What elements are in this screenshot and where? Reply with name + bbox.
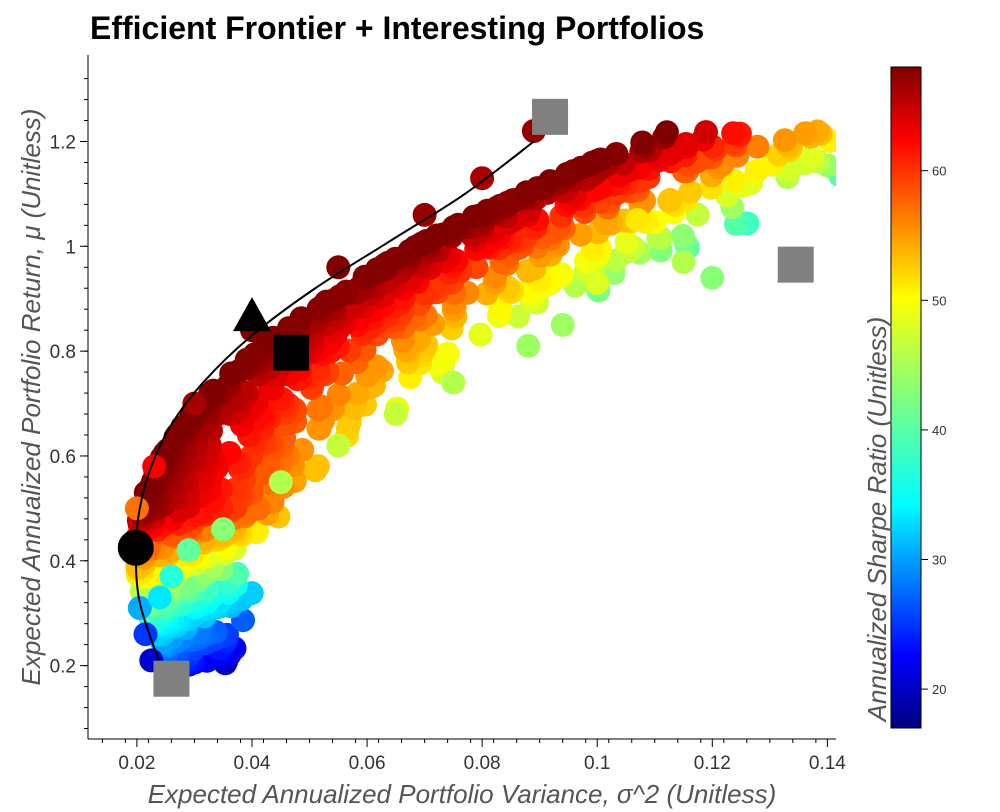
portfolio-point [461,204,486,229]
y-tick-label: 0.2 [50,657,76,678]
portfolio-point [630,130,655,155]
colorbar-gradient [890,66,922,729]
x-tick-label: 0.08 [464,753,501,774]
portfolio-point [383,402,408,426]
portfolio-point [435,341,460,366]
portfolio-point [674,132,698,156]
portfolio-point [516,333,541,358]
portfolio-point [147,585,172,610]
y-tick-label: 0.4 [50,552,77,573]
y-tick-label: 0.6 [50,447,76,468]
y-axis-title: Expected Annualized Portfolio Return, μ … [16,109,46,686]
portfolio-point [326,255,351,280]
portfolio-point [772,128,797,153]
portfolio-point [793,121,818,146]
portfolio-point [468,322,493,347]
portfolio-point [853,124,877,148]
portfolio-point [345,381,370,406]
colorbar-tick-label: 30 [932,553,946,568]
portfolio-point [694,120,718,145]
portfolio-point [745,134,770,159]
portfolio-point [538,169,562,194]
portfolio-point [678,179,703,204]
portfolio-point [124,496,149,521]
triangle-marker [232,297,271,332]
portfolio-point [799,145,824,170]
portfolio-point [326,433,351,458]
y-tick-label: 0.8 [50,342,76,363]
x-tick-label: 0.04 [233,753,270,774]
portfolio-point [580,150,605,175]
portfolio-point [306,397,331,422]
portfolio-point [625,208,650,233]
x-tick-label: 0.06 [349,753,386,774]
portfolio-point [314,289,339,314]
portfolio-point [268,470,293,495]
portfolio-point [550,312,575,337]
portfolio-point [170,415,195,440]
portfolio-point [176,538,201,563]
portfolio-point [721,121,746,146]
portfolio-point [334,279,359,304]
portfolio-point [658,187,683,212]
portfolio-point [219,361,244,386]
portfolio-point [303,458,328,483]
gray-square-marker [532,98,569,135]
portfolio-point [614,229,639,254]
portfolio-point [289,306,314,331]
portfolio-point [159,564,184,589]
x-tick-label: 0.1 [584,753,610,774]
portfolio-point [441,370,466,395]
colorbar-tick-label: 60 [932,164,946,179]
black-square-marker [273,334,310,371]
x-axis-title: Expected Annualized Portfolio Variance, … [148,779,777,809]
y-tick-label: 1 [65,237,76,258]
portfolio-point [840,124,864,148]
min-variance-marker [117,529,154,566]
portfolio-point [514,180,539,205]
y-tick-label: 1.2 [50,132,76,153]
portfolio-point [867,131,891,155]
portfolio-point [403,235,428,259]
portfolio-point [670,223,695,248]
portfolio-point [412,202,437,227]
x-tick-label: 0.12 [694,753,731,774]
portfolio-point [837,132,861,156]
portfolio-point [470,166,495,191]
colorbar: 20 30 40 50 60 [890,66,946,729]
portfolio-point [127,596,152,620]
special-portfolios [117,98,814,697]
gray-square-marker [777,246,814,283]
portfolio-point [376,250,401,275]
x-tick-label: 0.14 [809,753,846,774]
portfolio-point [211,517,236,542]
colorbar-tick-label: 20 [932,682,946,697]
portfolio-point [364,354,389,379]
portfolio-point [852,146,876,170]
portfolio-point [671,250,696,274]
portfolio-point [585,271,610,295]
x-tick-label: 0.02 [118,753,155,774]
axes: 0.02 0.04 0.06 0.08 0.1 0.12 0.14 0.2 0.4 0.6 0.8 1… [50,55,846,774]
portfolio-point [722,168,747,193]
portfolio-point [326,382,351,407]
portfolio-point [700,265,725,290]
colorbar-tick-label: 50 [932,293,946,308]
chart-title: Efficient Frontier + Interesting Portfol… [90,10,705,46]
gray-square-marker [153,660,190,697]
portfolio-point [654,120,679,145]
random-portfolio-cloud [124,119,891,678]
colorbar-tick-label: 40 [932,423,946,438]
portfolio-point [234,347,259,372]
portfolio-point [744,159,769,184]
portfolio-point [182,391,207,416]
colorbar-title: Annualized Sharpe Ratio (Unitless) [862,317,892,724]
